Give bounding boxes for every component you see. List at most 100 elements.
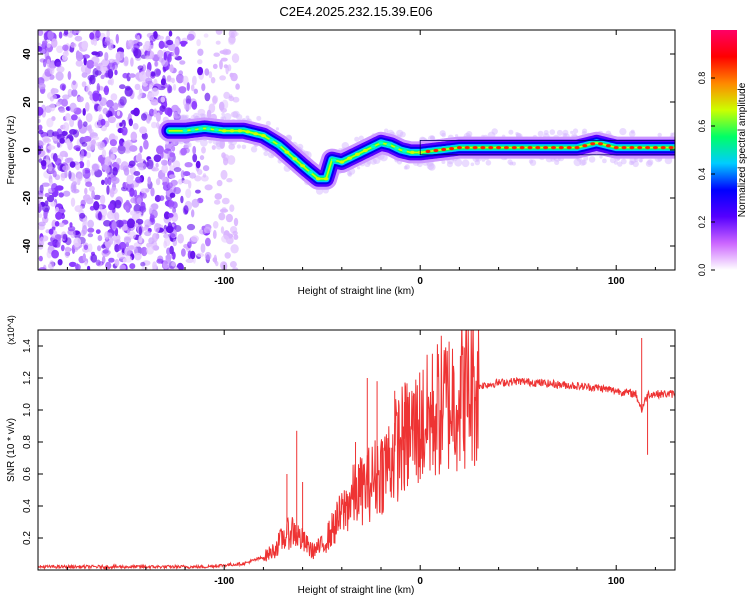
noise-point xyxy=(71,184,76,190)
noise-point xyxy=(230,32,235,37)
noise-point xyxy=(122,141,131,148)
noise-point xyxy=(156,121,160,129)
noise-point xyxy=(155,112,161,122)
noise-point xyxy=(110,93,118,101)
noise-point xyxy=(146,246,154,255)
noise-point xyxy=(128,160,136,167)
ridge-hotspot xyxy=(331,158,337,162)
noise-point xyxy=(129,187,135,197)
halo-point xyxy=(232,110,240,119)
noise-point xyxy=(230,244,239,254)
noise-point xyxy=(74,35,83,42)
noise-point xyxy=(62,233,68,240)
noise-point xyxy=(204,68,210,76)
noise-point xyxy=(83,57,87,66)
noise-point xyxy=(47,241,56,246)
noise-point xyxy=(137,94,142,100)
noise-point xyxy=(55,71,64,81)
noise-point xyxy=(40,88,45,93)
noise-point xyxy=(152,232,158,243)
noise-point xyxy=(166,247,171,256)
noise-point xyxy=(126,174,134,185)
noise-point xyxy=(108,203,114,211)
halo-point xyxy=(602,158,607,164)
noise-point xyxy=(150,71,156,77)
noise-point xyxy=(156,145,164,155)
ridge-hotspot xyxy=(472,146,478,150)
noise-point xyxy=(162,260,169,270)
halo-point xyxy=(263,151,269,157)
noise-point xyxy=(102,107,108,115)
ridge-hotspot xyxy=(339,160,345,164)
noise-point xyxy=(60,172,66,182)
halo-point xyxy=(583,155,589,161)
noise-point xyxy=(75,147,81,152)
noise-point xyxy=(141,192,147,199)
noise-point xyxy=(155,178,161,186)
noise-point xyxy=(114,199,122,209)
ridge-hotspot xyxy=(409,150,415,154)
noise-point xyxy=(117,244,122,251)
noise-point xyxy=(48,263,52,269)
noise-point xyxy=(67,226,76,232)
halo-point xyxy=(454,158,463,167)
snr-panel: -100 0 100 0.2 0.4 0.6 0.8 1.0 1.2 1.4 Height of … xyxy=(6,315,676,596)
ridge-hotspot xyxy=(206,127,211,131)
ridge-hotspot xyxy=(237,129,243,133)
halo-point xyxy=(404,164,410,170)
ridge-hotspot xyxy=(527,146,533,150)
noise-point xyxy=(136,41,143,47)
halo-point xyxy=(619,128,627,136)
noise-point xyxy=(74,205,83,213)
noise-point xyxy=(69,129,77,135)
noise-point xyxy=(38,203,43,212)
noise-point xyxy=(64,152,69,158)
ridge-hotspot xyxy=(456,146,462,150)
noise-point xyxy=(174,46,180,56)
noise-point xyxy=(145,188,150,193)
noise-point xyxy=(46,249,52,259)
noise-point xyxy=(214,193,223,200)
noise-point xyxy=(38,129,44,135)
noise-point xyxy=(210,77,216,84)
noise-point xyxy=(222,48,229,56)
noise-point xyxy=(168,233,176,238)
noise-point xyxy=(186,223,196,231)
noise-point xyxy=(69,161,76,168)
halo-point xyxy=(588,156,596,163)
noise-point xyxy=(96,83,101,93)
noise-point xyxy=(38,267,47,270)
snr-xtick-label: -100 xyxy=(214,576,234,587)
ridge-hotspot xyxy=(221,129,227,133)
noise-point xyxy=(91,139,96,145)
noise-point xyxy=(147,220,151,226)
noise-point xyxy=(178,86,187,94)
noise-point xyxy=(116,252,126,259)
noise-point xyxy=(139,126,147,134)
noise-point xyxy=(38,106,44,116)
halo-point xyxy=(224,113,232,121)
noise-point xyxy=(204,251,212,261)
noise-point xyxy=(211,145,216,150)
noise-point xyxy=(140,261,146,267)
snr-ytick-label: 0.2 xyxy=(22,531,33,545)
noise-point xyxy=(178,70,183,76)
noise-point xyxy=(56,240,61,248)
noise-point xyxy=(82,225,88,235)
snr-multiplier: (x10^4) xyxy=(6,315,16,345)
noise-point xyxy=(215,30,223,35)
noise-point xyxy=(168,174,176,179)
noise-point xyxy=(59,83,67,91)
noise-point xyxy=(225,213,233,223)
halo-point xyxy=(200,138,208,147)
halo-point xyxy=(461,159,470,168)
ridge-hotspot xyxy=(394,146,400,150)
noise-point xyxy=(137,152,142,162)
halo-point xyxy=(429,135,436,141)
noise-point xyxy=(136,162,144,168)
noise-point xyxy=(91,190,95,199)
colorbar-label: Normalized spectral amplitude xyxy=(737,82,748,217)
ridge-hotspot xyxy=(213,128,219,132)
halo-point xyxy=(582,128,588,134)
noise-point xyxy=(38,82,46,90)
